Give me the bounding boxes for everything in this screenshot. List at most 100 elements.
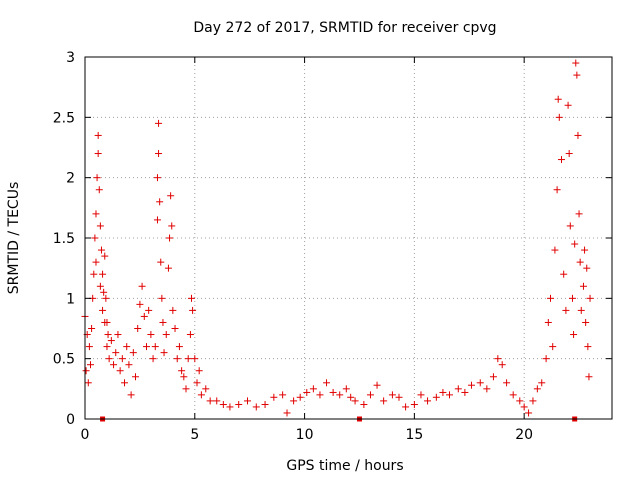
data-point xyxy=(178,367,186,375)
y-tick-label: 3 xyxy=(66,50,75,66)
data-point xyxy=(571,240,579,248)
data-point xyxy=(582,318,590,326)
data-point xyxy=(129,349,137,357)
x-tick-label: 10 xyxy=(296,427,314,443)
axis-ticks xyxy=(84,56,612,420)
data-point xyxy=(97,246,105,254)
data-point xyxy=(570,331,578,339)
data-point xyxy=(483,385,491,393)
data-point xyxy=(187,294,195,302)
data-point xyxy=(180,373,188,381)
data-point xyxy=(395,393,403,401)
data-point xyxy=(105,355,113,363)
x-tick-label: 0 xyxy=(81,427,90,443)
y-tick-label: 1 xyxy=(66,291,75,307)
y-axis-label: SRMTID / TECUs xyxy=(6,182,22,295)
data-point xyxy=(112,349,120,357)
data-point xyxy=(323,379,331,387)
data-point xyxy=(175,343,183,351)
data-point xyxy=(581,246,589,254)
data-point xyxy=(94,150,102,158)
data-point xyxy=(243,397,251,405)
data-point xyxy=(551,246,559,254)
data-point xyxy=(110,361,118,369)
data-point xyxy=(252,403,260,411)
data-point xyxy=(279,391,287,399)
data-point xyxy=(160,349,168,357)
data-point xyxy=(103,343,111,351)
data-point xyxy=(173,355,181,363)
data-point xyxy=(145,306,153,314)
data-point xyxy=(138,282,146,290)
data-point xyxy=(509,391,517,399)
data-point xyxy=(553,186,561,194)
x-axis-label: GPS time / hours xyxy=(286,458,403,474)
data-point xyxy=(84,379,92,387)
data-point xyxy=(329,388,337,396)
data-point xyxy=(195,367,203,375)
data-point xyxy=(467,381,475,389)
x-tick-label: 15 xyxy=(405,427,423,443)
data-point xyxy=(88,325,96,332)
data-point xyxy=(584,343,592,351)
data-point xyxy=(290,397,298,405)
data-point xyxy=(573,71,581,79)
y-tick-label: 1.5 xyxy=(53,231,75,247)
y-tick-label: 0.5 xyxy=(53,352,75,368)
data-point xyxy=(574,131,582,139)
data-point xyxy=(585,373,593,381)
data-point xyxy=(520,403,528,411)
data-point xyxy=(373,381,381,389)
data-point xyxy=(494,355,502,363)
y-tick-label: 0 xyxy=(66,412,75,428)
data-point xyxy=(85,343,93,351)
data-point xyxy=(82,367,90,375)
data-point xyxy=(270,393,278,401)
data-point xyxy=(95,186,103,194)
data-point xyxy=(136,300,144,308)
data-point xyxy=(568,294,576,302)
data-point xyxy=(147,331,155,339)
data-point xyxy=(116,367,124,375)
data-point xyxy=(104,331,112,339)
data-point xyxy=(100,288,108,296)
data-point xyxy=(93,174,101,182)
data-point xyxy=(99,270,107,278)
data-point xyxy=(125,361,133,369)
data-point xyxy=(533,385,541,393)
data-point xyxy=(92,210,100,218)
data-point xyxy=(366,391,374,399)
data-point xyxy=(159,318,167,326)
data-point xyxy=(118,355,126,363)
data-point xyxy=(342,385,350,393)
data-point xyxy=(92,258,100,266)
data-point xyxy=(94,131,102,139)
data-point xyxy=(360,401,368,409)
data-point xyxy=(102,294,110,302)
data-point xyxy=(525,409,533,417)
data-point xyxy=(219,401,227,409)
data-point xyxy=(166,234,174,242)
data-point xyxy=(417,391,425,399)
gridlines xyxy=(85,57,612,419)
data-point xyxy=(121,379,129,387)
data-point xyxy=(529,397,537,405)
data-points xyxy=(81,59,594,417)
data-point xyxy=(162,331,170,339)
data-point xyxy=(547,294,555,302)
data-point xyxy=(283,409,291,417)
data-point xyxy=(303,388,311,396)
data-point xyxy=(583,264,591,272)
data-point xyxy=(134,325,142,332)
y-tick-label: 2 xyxy=(66,171,75,187)
data-point xyxy=(96,282,104,290)
data-point xyxy=(261,401,269,409)
data-point xyxy=(91,234,99,242)
data-point xyxy=(86,361,94,369)
data-point xyxy=(184,355,192,363)
data-point xyxy=(557,156,565,164)
data-point xyxy=(347,393,355,401)
data-point xyxy=(99,306,107,314)
data-point xyxy=(296,393,304,401)
